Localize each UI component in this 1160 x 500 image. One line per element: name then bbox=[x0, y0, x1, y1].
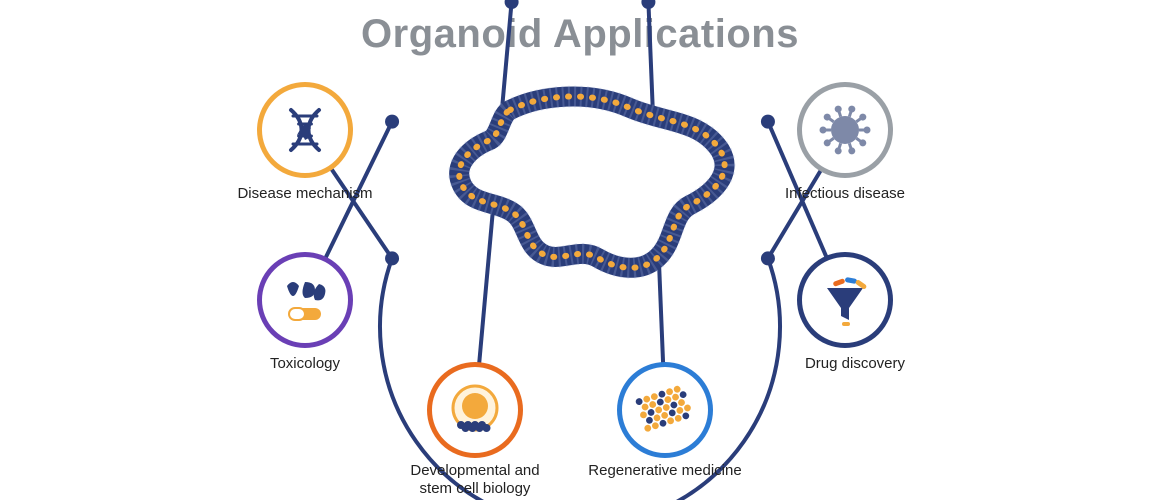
dna-icon bbox=[275, 100, 335, 160]
connector-dot bbox=[761, 251, 775, 265]
label-toxicology: Toxicology bbox=[255, 355, 355, 373]
label-drug-discovery: Drug discovery bbox=[795, 355, 915, 373]
diagram-svg bbox=[0, 0, 1160, 500]
tissue-icon bbox=[635, 380, 695, 440]
node-dev-stem bbox=[427, 362, 523, 458]
label-regenerative: Regenerative medicine bbox=[585, 462, 745, 480]
label-dev-stem: Developmental andstem cell biology bbox=[395, 462, 555, 498]
node-toxicology bbox=[257, 252, 353, 348]
embryo-icon bbox=[445, 380, 505, 440]
node-disease-mechanism bbox=[257, 82, 353, 178]
label-disease-mechanism: Disease mechanism bbox=[225, 185, 385, 203]
organs-icon bbox=[275, 270, 335, 330]
label-infectious: Infectious disease bbox=[775, 185, 915, 203]
virus-icon bbox=[815, 100, 875, 160]
connector-dot bbox=[761, 115, 775, 129]
node-drug-discovery bbox=[797, 252, 893, 348]
infographic-stage: Organoid Applications Disease mechanismT… bbox=[0, 0, 1160, 500]
connector-dot bbox=[641, 0, 655, 9]
connector-dot bbox=[385, 115, 399, 129]
connector-dot bbox=[385, 251, 399, 265]
node-regenerative bbox=[617, 362, 713, 458]
funnel-icon bbox=[815, 270, 875, 330]
connector-dot bbox=[505, 0, 519, 9]
node-infectious bbox=[797, 82, 893, 178]
